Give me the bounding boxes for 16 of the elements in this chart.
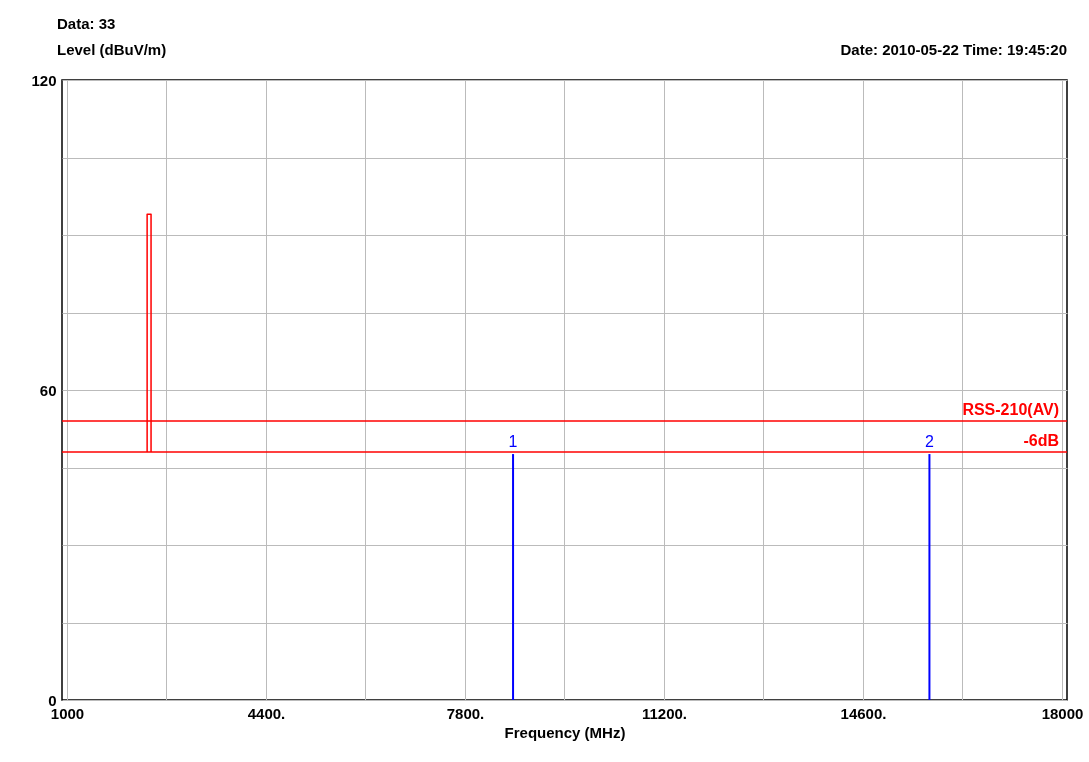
y-axis-title: Level (dBuV/m) [57, 41, 167, 58]
text: Date: 2010-05-22 Time: 19:45:20 [840, 41, 1067, 58]
x-tick-label: 4400. [247, 704, 286, 722]
x-axis-title: Frequency (MHz) [504, 723, 626, 741]
y-tick-label: 60 [39, 381, 57, 399]
y-tick-label: 120 [31, 71, 57, 89]
x-tick-label: 11200. [641, 704, 688, 722]
x-tick-label: 18000 [1041, 704, 1084, 722]
x-tick-label: 14600. [840, 704, 887, 722]
annotation: 1 [508, 433, 518, 451]
ref-line-label: -6dB [1023, 432, 1059, 449]
y-tick-label: 0 [48, 691, 57, 709]
ref-line-label: RSS-210(AV) [962, 401, 1059, 418]
annotation: 2 [924, 433, 934, 451]
text: Data: 33 [57, 15, 116, 32]
x-tick-label: 7800. [446, 704, 485, 722]
